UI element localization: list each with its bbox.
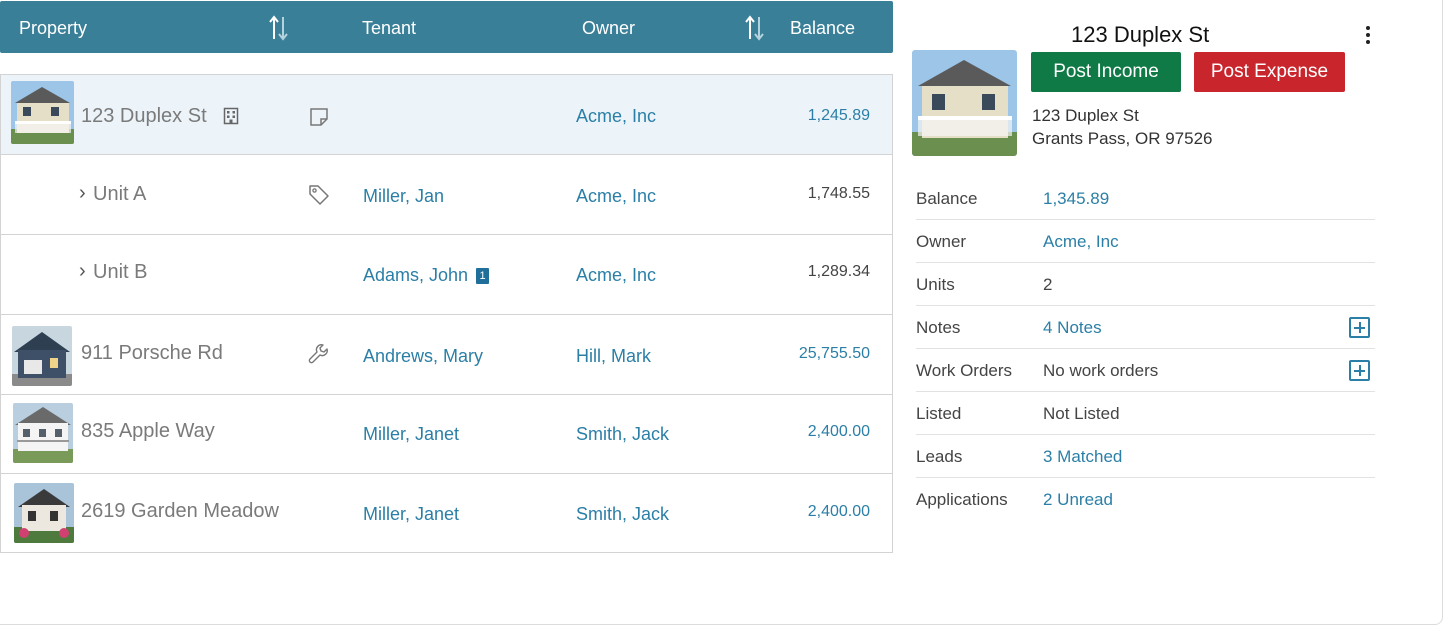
owner-link[interactable]: Acme, Inc bbox=[576, 186, 657, 206]
detail-row-notes: Notes 4 Notes bbox=[916, 306, 1375, 349]
tenant-link[interactable]: Adams, John 1 bbox=[363, 265, 490, 286]
detail-value-link[interactable]: 1,345.89 bbox=[1043, 189, 1110, 208]
detail-value-link[interactable]: Acme, Inc bbox=[1043, 232, 1119, 251]
header-tenant[interactable]: Tenant bbox=[362, 18, 417, 38]
detail-value: Not Listed bbox=[1043, 404, 1120, 423]
header-balance[interactable]: Balance bbox=[790, 18, 856, 38]
detail-label: Balance bbox=[916, 189, 978, 208]
chevron-right-icon[interactable]: › bbox=[79, 182, 86, 204]
property-thumbnail bbox=[12, 326, 72, 386]
property-thumbnail bbox=[13, 403, 73, 463]
property-thumbnail bbox=[11, 81, 74, 144]
table-row[interactable]: › Unit A Miller, Jan Acme, Inc 1,748.55 bbox=[1, 155, 892, 235]
property-name[interactable]: 911 Porsche Rd bbox=[81, 342, 223, 364]
detail-value-link[interactable]: 2 Unread bbox=[1043, 490, 1113, 509]
post-income-button[interactable]: Post Income bbox=[1031, 52, 1181, 92]
table-row[interactable]: 2619 Garden Meadow Miller, Janet Smith, … bbox=[1, 474, 892, 552]
building-icon bbox=[223, 107, 239, 125]
detail-value-link[interactable]: 3 Matched bbox=[1043, 447, 1123, 466]
tag-icon[interactable] bbox=[307, 183, 331, 207]
owner-link[interactable]: Smith, Jack bbox=[576, 504, 670, 524]
owner-link[interactable]: Hill, Mark bbox=[576, 346, 651, 366]
table-row[interactable]: 911 Porsche Rd Andrews, Mary Hill, Mark … bbox=[1, 315, 892, 395]
balance-value[interactable]: 2,400.00 bbox=[807, 503, 870, 520]
table-row[interactable]: 123 Duplex St Acme, Inc 1,245.89 bbox=[1, 75, 892, 155]
detail-row-listed: Listed Not Listed bbox=[916, 392, 1375, 435]
detail-property-photo bbox=[912, 50, 1017, 156]
sort-icon[interactable] bbox=[744, 14, 766, 42]
add-note-icon[interactable] bbox=[1349, 317, 1370, 338]
tenant-link[interactable]: Miller, Janet bbox=[363, 424, 460, 444]
detail-row-units: Units 2 bbox=[916, 263, 1375, 306]
unit-name[interactable]: Unit A bbox=[93, 183, 147, 205]
property-table: 123 Duplex St Acme, Inc 1,245.89 › Unit … bbox=[0, 74, 893, 553]
balance-value[interactable]: 1,245.89 bbox=[807, 107, 870, 124]
balance-value[interactable]: 25,755.50 bbox=[798, 345, 870, 362]
detail-value: 2 bbox=[1043, 275, 1053, 294]
detail-row-balance: Balance 1,345.89 bbox=[916, 177, 1375, 220]
unit-name[interactable]: Unit B bbox=[93, 261, 148, 283]
table-row[interactable]: 835 Apple Way Miller, Janet Smith, Jack … bbox=[1, 395, 892, 474]
address-line-1: 123 Duplex St bbox=[1032, 106, 1139, 125]
tenant-link[interactable]: Miller, Jan bbox=[363, 186, 445, 206]
detail-row-applications: Applications 2 Unread bbox=[916, 478, 1375, 521]
balance-value: 1,289.34 bbox=[807, 263, 870, 280]
table-row[interactable]: › Unit B Adams, John 1 Acme, Inc 1,289.34 bbox=[1, 235, 892, 315]
note-icon[interactable] bbox=[307, 105, 331, 129]
more-options-icon[interactable] bbox=[1362, 26, 1374, 48]
owner-link[interactable]: Acme, Inc bbox=[576, 265, 657, 285]
tenant-name[interactable]: Adams, John bbox=[363, 265, 469, 285]
detail-label: Work Orders bbox=[916, 361, 1013, 380]
detail-label: Listed bbox=[916, 404, 962, 423]
detail-title: 123 Duplex St bbox=[1071, 22, 1210, 47]
header-property[interactable]: Property bbox=[19, 18, 88, 38]
detail-label: Applications bbox=[916, 490, 1008, 509]
post-expense-button[interactable]: Post Expense bbox=[1194, 52, 1345, 92]
detail-label: Units bbox=[916, 275, 955, 294]
chevron-right-icon[interactable]: › bbox=[79, 260, 86, 282]
detail-label: Notes bbox=[916, 318, 961, 337]
property-name[interactable]: 123 Duplex St bbox=[81, 105, 207, 127]
owner-link[interactable]: Smith, Jack bbox=[576, 424, 670, 444]
sort-icon[interactable] bbox=[268, 14, 290, 42]
property-name[interactable]: 2619 Garden Meadow bbox=[81, 500, 279, 522]
detail-label: Owner bbox=[916, 232, 967, 251]
tenant-link[interactable]: Miller, Janet bbox=[363, 504, 460, 524]
detail-value: No work orders bbox=[1043, 361, 1159, 380]
header-owner[interactable]: Owner bbox=[582, 18, 636, 38]
tenant-link[interactable]: Andrews, Mary bbox=[363, 346, 484, 366]
table-header: Property Tenant Owner Balance bbox=[0, 1, 893, 53]
wrench-icon[interactable] bbox=[307, 343, 331, 367]
property-thumbnail bbox=[14, 483, 74, 543]
balance-value: 1,748.55 bbox=[807, 185, 870, 202]
tenant-badge: 1 bbox=[476, 268, 490, 284]
balance-value[interactable]: 2,400.00 bbox=[807, 423, 870, 440]
detail-row-leads: Leads 3 Matched bbox=[916, 435, 1375, 478]
detail-label: Leads bbox=[916, 447, 963, 466]
property-name[interactable]: 835 Apple Way bbox=[81, 420, 215, 442]
detail-row-owner: Owner Acme, Inc bbox=[916, 220, 1375, 263]
address-line-2: Grants Pass, OR 97526 bbox=[1032, 129, 1213, 148]
detail-value-link[interactable]: 4 Notes bbox=[1043, 318, 1102, 337]
add-work-order-icon[interactable] bbox=[1349, 360, 1370, 381]
owner-link[interactable]: Acme, Inc bbox=[576, 106, 657, 126]
detail-row-work-orders: Work Orders No work orders bbox=[916, 349, 1375, 392]
